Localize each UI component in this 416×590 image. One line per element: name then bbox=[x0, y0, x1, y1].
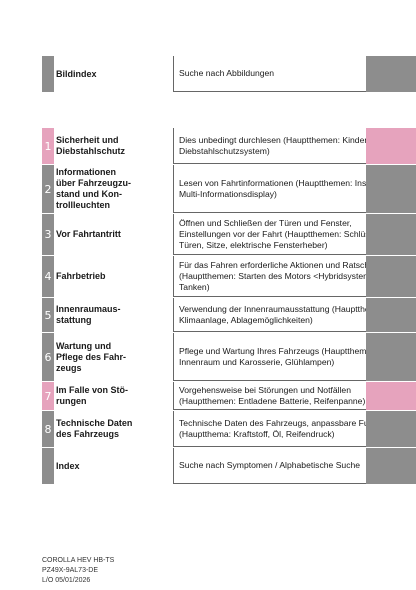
chapter-number: 5 bbox=[42, 298, 54, 332]
chapter-tab bbox=[366, 214, 416, 255]
chapter-number: 4 bbox=[42, 256, 54, 297]
chapter-title: Wartung und Pflege des Fahr- zeugs bbox=[56, 340, 127, 373]
chapter-title: Vor Fahrtantritt bbox=[56, 229, 121, 239]
chapter-tab bbox=[366, 256, 416, 297]
chapter-title: Informationen über Fahrzeugzu- stand und… bbox=[56, 167, 132, 210]
chapter-desc: Technische Daten des Fahrzeugs, anpassba… bbox=[173, 411, 404, 447]
chapter-desc: Pflege und Wartung Ihres Fahrzeugs (Haup… bbox=[173, 333, 404, 381]
footer-date: L/O 05/01/2026 bbox=[42, 577, 91, 584]
chapter-row-7[interactable]: 7 Im Falle von Stö- rungen Vorgehensweise … bbox=[42, 382, 416, 410]
footer-model: COROLLA HEV HB-TS bbox=[42, 557, 115, 564]
chapter-row-1[interactable]: 1 Sicherheit und Diebstahlschutz Dies unbe… bbox=[42, 128, 416, 164]
chapter-desc: Lesen von Fahrtinformationen (Haupttheme… bbox=[173, 165, 404, 213]
chapter-title: Technische Daten des Fahrzeugs bbox=[56, 418, 133, 439]
chapter-tab bbox=[366, 382, 416, 410]
chapter-tab bbox=[366, 165, 416, 213]
chapter-title: Fahrbetrieb bbox=[56, 271, 106, 281]
chapter-row-4[interactable]: 4 Fahrbetrieb Für das Fahren erforderliche… bbox=[42, 256, 416, 297]
chapter-number: 8 bbox=[42, 411, 54, 447]
chapter-row-8[interactable]: 8 Technische Daten des Fahrzeugs Technisch… bbox=[42, 411, 416, 447]
chapter-number: 1 bbox=[42, 128, 54, 164]
chapter-number: 3 bbox=[42, 214, 54, 255]
row-desc: Suche nach Abbildungen bbox=[173, 56, 404, 92]
footer: COROLLA HEV HB-TS PZ49X-9AL73-DE L/O 05/… bbox=[42, 556, 114, 586]
chapter-title: Innenraumaus- stattung bbox=[56, 304, 121, 325]
chapter-tab bbox=[366, 128, 416, 164]
chapter-tab bbox=[366, 411, 416, 447]
chapter-row-2[interactable]: 2 Informationen über Fahrzeugzu- stand un… bbox=[42, 165, 416, 213]
footer-code: PZ49X-9AL73-DE bbox=[42, 567, 99, 574]
row-marker bbox=[42, 56, 54, 92]
chapter-number: 2 bbox=[42, 165, 54, 213]
chapter-desc: Verwendung der Innenraumausstattung (Hau… bbox=[173, 298, 404, 332]
chapter-tab bbox=[366, 333, 416, 381]
chapter-number: 7 bbox=[42, 382, 54, 410]
chapter-desc: Öffnen und Schließen der Türen und Fenst… bbox=[173, 214, 404, 255]
row-title: Bildindex bbox=[56, 68, 97, 79]
chapter-number: 6 bbox=[42, 333, 54, 381]
chapter-desc: Dies unbedingt durchlesen (Hauptthemen: … bbox=[173, 128, 404, 164]
chapter-desc: Für das Fahren erforderliche Aktionen un… bbox=[173, 256, 404, 297]
row-title: Index bbox=[56, 460, 80, 471]
row-bildindex[interactable]: Bildindex Suche nach Abbildungen bbox=[42, 56, 416, 92]
row-tab bbox=[366, 448, 416, 484]
row-tab bbox=[366, 56, 416, 92]
chapter-desc: Vorgehensweise bei Störungen und Notfäll… bbox=[173, 382, 404, 410]
row-index[interactable]: Index Suche nach Symptomen / Alphabetisc… bbox=[42, 448, 416, 484]
chapter-row-3[interactable]: 3 Vor Fahrtantritt Öffnen und Schließen de… bbox=[42, 214, 416, 255]
chapter-row-6[interactable]: 6 Wartung und Pflege des Fahr- zeugs Pfleg… bbox=[42, 333, 416, 381]
chapter-title: Sicherheit und Diebstahlschutz bbox=[56, 135, 126, 156]
chapter-title: Im Falle von Stö- rungen bbox=[56, 385, 129, 406]
chapter-tab bbox=[366, 298, 416, 332]
row-marker bbox=[42, 448, 54, 484]
chapter-row-5[interactable]: 5 Innenraumaus- stattung Verwendung der In… bbox=[42, 298, 416, 332]
row-desc: Suche nach Symptomen / Alphabetische Suc… bbox=[173, 448, 404, 484]
